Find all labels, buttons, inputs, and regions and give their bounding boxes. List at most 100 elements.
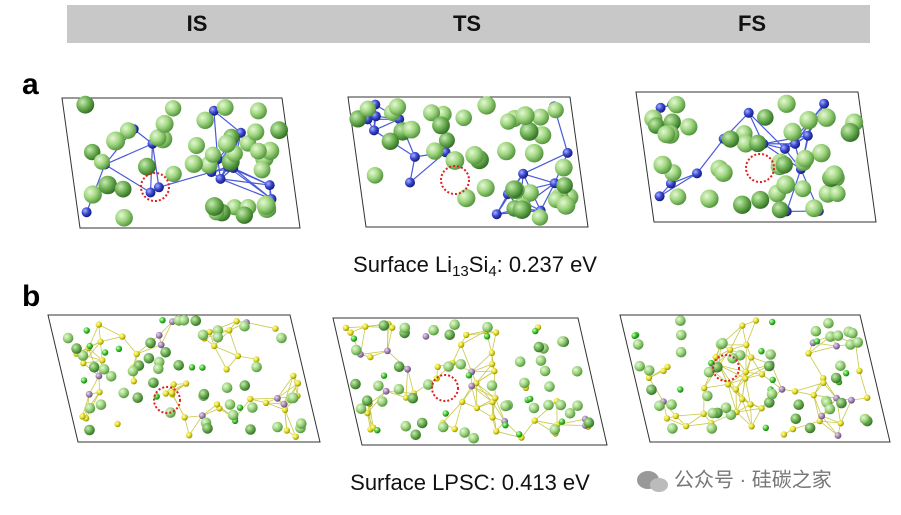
atom	[393, 361, 405, 373]
atom	[409, 151, 420, 162]
atom	[544, 381, 555, 392]
atom	[253, 356, 260, 363]
atom	[717, 337, 728, 349]
atom	[204, 146, 221, 163]
atom	[836, 397, 847, 409]
atom	[226, 327, 233, 334]
atom	[739, 322, 746, 329]
bond	[98, 324, 123, 337]
bond	[819, 420, 841, 424]
bond	[741, 399, 752, 427]
atom	[148, 377, 159, 389]
bond	[736, 411, 752, 427]
atom	[528, 402, 540, 414]
atom	[653, 155, 672, 175]
atom	[646, 384, 657, 396]
atom	[251, 361, 262, 373]
atom	[119, 122, 137, 139]
bond	[292, 375, 298, 396]
atom	[804, 422, 816, 434]
bond	[696, 138, 725, 174]
caption-part: Si	[469, 252, 489, 277]
atom	[127, 365, 139, 377]
caption-subscript: 13	[452, 263, 469, 280]
atom	[457, 189, 476, 208]
atom	[521, 184, 539, 202]
atom	[145, 337, 156, 349]
atom	[571, 366, 583, 377]
atom	[712, 362, 723, 373]
atom	[657, 125, 676, 144]
atom	[547, 102, 564, 119]
bond	[735, 389, 737, 413]
atom	[165, 165, 182, 183]
atom	[721, 130, 740, 148]
atom	[810, 392, 817, 399]
bond	[454, 401, 463, 430]
atom	[465, 146, 484, 165]
atom	[531, 417, 538, 424]
atom	[463, 331, 470, 339]
atom	[389, 324, 396, 331]
atom	[119, 333, 126, 340]
atom	[818, 412, 826, 420]
atom	[84, 402, 96, 414]
atom	[249, 102, 267, 120]
atom	[364, 409, 371, 417]
atom	[682, 422, 690, 430]
atom	[221, 382, 233, 394]
bond	[763, 135, 808, 145]
bond	[719, 364, 746, 373]
atom	[512, 200, 532, 219]
atom	[486, 380, 498, 391]
atom	[106, 131, 126, 151]
atom	[157, 341, 165, 349]
atom	[473, 404, 481, 412]
atom	[196, 111, 214, 129]
atom	[477, 96, 496, 115]
atom	[667, 423, 678, 434]
atom	[742, 368, 749, 376]
atom	[824, 165, 844, 185]
atom	[856, 367, 863, 374]
bond	[718, 364, 746, 379]
atom	[256, 195, 276, 215]
atom	[410, 429, 422, 441]
atom	[198, 412, 206, 420]
atom	[294, 380, 302, 387]
bond	[745, 320, 757, 346]
bond	[88, 375, 100, 395]
atom	[95, 372, 103, 380]
atom	[274, 394, 281, 402]
unit-cell	[619, 314, 891, 443]
atom	[531, 209, 549, 226]
caption-part: Surface Li	[353, 252, 452, 277]
atom	[780, 431, 788, 438]
atom	[749, 134, 767, 153]
atom	[428, 324, 439, 336]
column-header: FS	[738, 11, 766, 36]
atom	[280, 400, 288, 408]
atom	[692, 168, 702, 179]
bond	[213, 110, 242, 134]
bond	[750, 357, 763, 375]
atom	[766, 388, 778, 400]
bond	[855, 343, 860, 371]
panel-label: a	[22, 68, 39, 101]
atom	[350, 335, 358, 342]
atom	[736, 134, 755, 153]
atom	[235, 206, 253, 224]
atom	[675, 315, 686, 327]
bond	[471, 352, 493, 373]
atom	[533, 341, 545, 353]
atom	[518, 168, 529, 179]
atom	[706, 423, 718, 434]
atom	[155, 331, 163, 339]
atom	[197, 329, 209, 341]
atom	[130, 378, 137, 385]
migration-marker	[712, 354, 740, 382]
bond	[386, 327, 393, 351]
bond	[534, 420, 558, 426]
atom	[790, 138, 801, 149]
